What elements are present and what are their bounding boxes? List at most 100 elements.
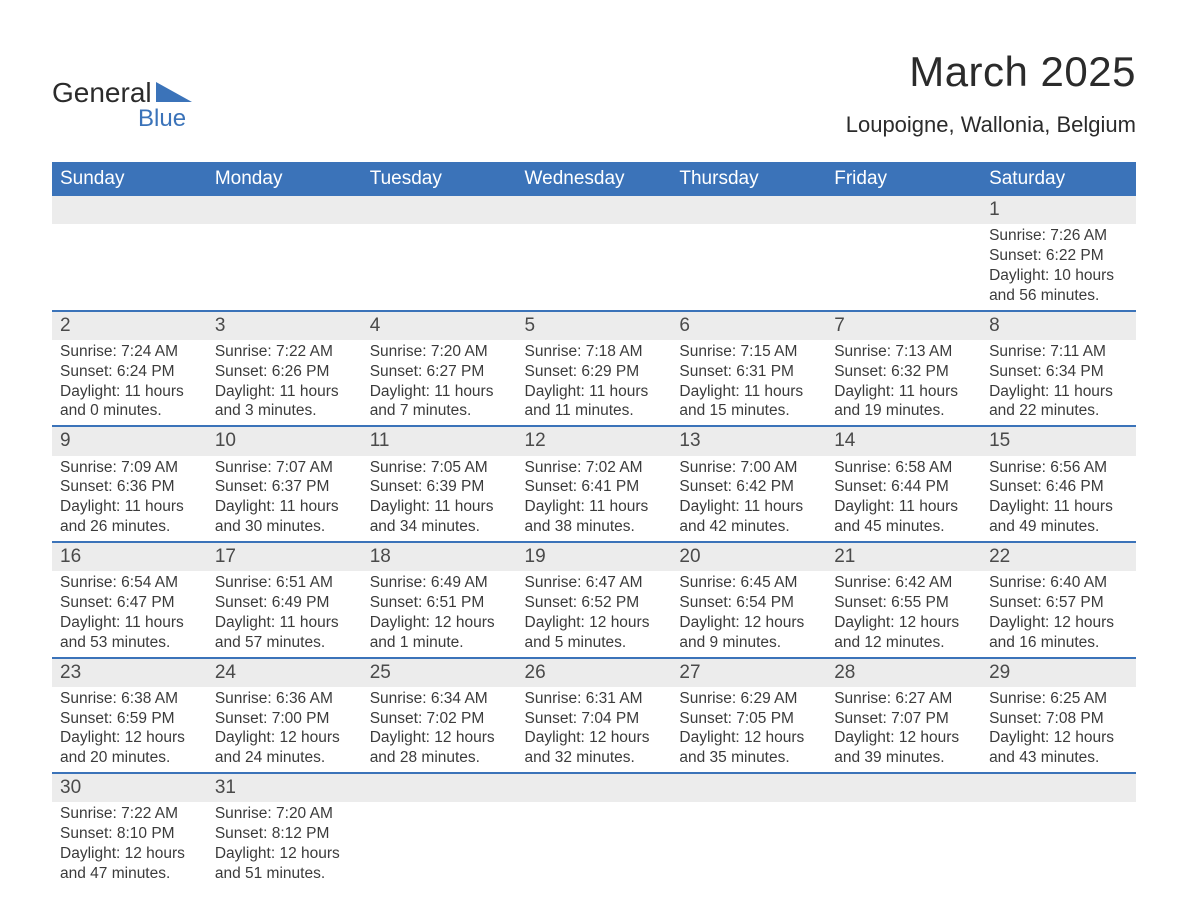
day-detail-cell: Sunrise: 7:24 AMSunset: 6:24 PMDaylight:… (52, 340, 207, 426)
day-number-cell (826, 773, 981, 802)
sunset-line: Sunset: 7:00 PM (215, 709, 354, 729)
day-number-cell (671, 773, 826, 802)
sunset-line: Sunset: 6:59 PM (60, 709, 199, 729)
sunset-line: Sunset: 7:07 PM (834, 709, 973, 729)
sunset-line: Sunset: 6:26 PM (215, 362, 354, 382)
sunrise-line: Sunrise: 7:05 AM (370, 458, 509, 478)
day-number-cell (671, 196, 826, 224)
day-number-cell: 20 (671, 542, 826, 571)
daylight-line: Daylight: 11 hours and 11 minutes. (525, 382, 664, 422)
daylight-line: Daylight: 11 hours and 15 minutes. (679, 382, 818, 422)
daynum-row: 16171819202122 (52, 542, 1136, 571)
sunset-line: Sunset: 6:36 PM (60, 477, 199, 497)
day-number-cell (362, 773, 517, 802)
day-detail-cell: Sunrise: 7:26 AMSunset: 6:22 PMDaylight:… (981, 224, 1136, 310)
sunrise-line: Sunrise: 6:38 AM (60, 689, 199, 709)
page-subtitle: Loupoigne, Wallonia, Belgium (846, 112, 1136, 138)
weekday-header: Tuesday (362, 162, 517, 196)
sunrise-line: Sunrise: 7:26 AM (989, 226, 1128, 246)
daylight-line: Daylight: 12 hours and 16 minutes. (989, 613, 1128, 653)
sunset-line: Sunset: 7:04 PM (525, 709, 664, 729)
daylight-line: Daylight: 12 hours and 35 minutes. (679, 728, 818, 768)
daynum-row: 23242526272829 (52, 658, 1136, 687)
day-number-cell: 10 (207, 426, 362, 455)
sunset-line: Sunset: 6:46 PM (989, 477, 1128, 497)
day-detail-cell: Sunrise: 6:40 AMSunset: 6:57 PMDaylight:… (981, 571, 1136, 657)
day-detail-cell (52, 224, 207, 310)
sunset-line: Sunset: 7:08 PM (989, 709, 1128, 729)
day-detail-cell (826, 802, 981, 887)
sunrise-line: Sunrise: 6:27 AM (834, 689, 973, 709)
day-number-cell (826, 196, 981, 224)
daylight-line: Daylight: 11 hours and 53 minutes. (60, 613, 199, 653)
daylight-line: Daylight: 11 hours and 45 minutes. (834, 497, 973, 537)
sunset-line: Sunset: 6:27 PM (370, 362, 509, 382)
day-detail-cell: Sunrise: 6:54 AMSunset: 6:47 PMDaylight:… (52, 571, 207, 657)
day-detail-cell: Sunrise: 6:31 AMSunset: 7:04 PMDaylight:… (517, 687, 672, 773)
day-detail-cell: Sunrise: 6:27 AMSunset: 7:07 PMDaylight:… (826, 687, 981, 773)
day-detail-cell: Sunrise: 6:45 AMSunset: 6:54 PMDaylight:… (671, 571, 826, 657)
detail-row: Sunrise: 7:24 AMSunset: 6:24 PMDaylight:… (52, 340, 1136, 426)
header: General Blue March 2025 Loupoigne, Wallo… (52, 48, 1136, 156)
day-number-cell (52, 196, 207, 224)
day-number-cell: 27 (671, 658, 826, 687)
day-number-cell: 23 (52, 658, 207, 687)
daynum-row: 3031 (52, 773, 1136, 802)
logo-svg: General Blue (52, 78, 222, 138)
day-number-cell: 7 (826, 311, 981, 340)
sunset-line: Sunset: 6:54 PM (679, 593, 818, 613)
day-number-cell: 19 (517, 542, 672, 571)
daylight-line: Daylight: 12 hours and 5 minutes. (525, 613, 664, 653)
page-title: March 2025 (846, 48, 1136, 96)
day-number-cell: 21 (826, 542, 981, 571)
detail-row: Sunrise: 6:38 AMSunset: 6:59 PM Daylight:… (52, 687, 1136, 773)
sunset-line: Sunset: 6:51 PM (370, 593, 509, 613)
daynum-row: 2345678 (52, 311, 1136, 340)
sunrise-line: Sunrise: 7:18 AM (525, 342, 664, 362)
day-number-cell: 14 (826, 426, 981, 455)
sunset-line: Sunset: 6:55 PM (834, 593, 973, 613)
day-detail-cell: Sunrise: 7:13 AMSunset: 6:32 PMDaylight:… (826, 340, 981, 426)
day-detail-cell (517, 224, 672, 310)
sunset-line: Sunset: 6:41 PM (525, 477, 664, 497)
sunset-line: Sunset: 6:39 PM (370, 477, 509, 497)
day-number-cell (981, 773, 1136, 802)
sunrise-line: Sunrise: 6:31 AM (525, 689, 664, 709)
day-detail-cell: Sunrise: 6:58 AMSunset: 6:44 PMDaylight:… (826, 456, 981, 542)
day-detail-cell: Sunrise: 7:20 AMSunset: 8:12 PMDaylight:… (207, 802, 362, 887)
sunrise-line: Sunrise: 7:02 AM (525, 458, 664, 478)
day-number-cell: 5 (517, 311, 672, 340)
sunset-line: Sunset: 6:44 PM (834, 477, 973, 497)
day-detail-cell: Sunrise: 7:00 AMSunset: 6:42 PMDaylight:… (671, 456, 826, 542)
sunrise-line: Sunrise: 7:15 AM (679, 342, 818, 362)
day-number-cell (362, 196, 517, 224)
day-detail-cell (826, 224, 981, 310)
weekday-header-row: Sunday Monday Tuesday Wednesday Thursday… (52, 162, 1136, 196)
detail-row: Sunrise: 7:22 AMSunset: 8:10 PMDaylight:… (52, 802, 1136, 887)
day-number-cell: 24 (207, 658, 362, 687)
day-detail-cell: Sunrise: 7:09 AMSunset: 6:36 PMDaylight:… (52, 456, 207, 542)
daylight-line: Daylight: 12 hours and 32 minutes. (525, 728, 664, 768)
sunrise-line: Sunrise: 6:40 AM (989, 573, 1128, 593)
weekday-header: Sunday (52, 162, 207, 196)
sunset-line: Sunset: 8:12 PM (215, 824, 354, 844)
day-number-cell: 9 (52, 426, 207, 455)
sunset-line: Sunset: 6:47 PM (60, 593, 199, 613)
day-number-cell (517, 773, 672, 802)
daylight-line: Daylight: 11 hours and 22 minutes. (989, 382, 1128, 422)
daylight-line: Daylight: 11 hours and 38 minutes. (525, 497, 664, 537)
day-detail-cell (517, 802, 672, 887)
daynum-row: 9101112131415 (52, 426, 1136, 455)
sunrise-line: Sunrise: 6:34 AM (370, 689, 509, 709)
sunrise-line: Sunrise: 7:20 AM (215, 804, 354, 824)
sunrise-line: Sunrise: 6:47 AM (525, 573, 664, 593)
daylight-line: Daylight: 12 hours and 51 minutes. (215, 844, 354, 884)
sunset-line: Sunset: 7:02 PM (370, 709, 509, 729)
sunset-line: Sunset: 6:24 PM (60, 362, 199, 382)
daylight-line: Daylight: 11 hours and 0 minutes. (60, 382, 199, 422)
sunrise-line: Sunrise: 6:51 AM (215, 573, 354, 593)
day-detail-cell (671, 802, 826, 887)
day-detail-cell: Sunrise: 7:05 AMSunset: 6:39 PMDaylight:… (362, 456, 517, 542)
sunrise-line: Sunrise: 6:42 AM (834, 573, 973, 593)
daylight-line: Daylight: 11 hours and 7 minutes. (370, 382, 509, 422)
